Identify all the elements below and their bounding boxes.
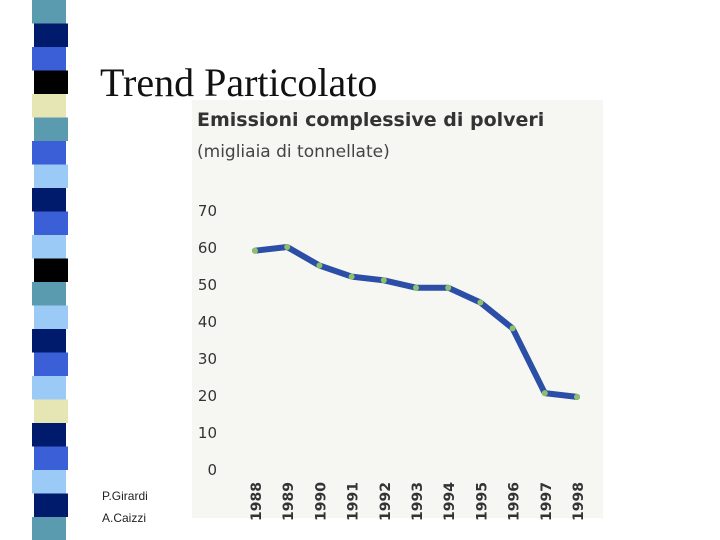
data-point [509, 325, 516, 332]
x-tick-label: 1990 [313, 482, 329, 521]
x-tick-label: 1993 [410, 482, 426, 521]
y-tick-label: 50 [198, 276, 217, 294]
plot: 0 10 20 30 40 50 60 70 1988 1989 1990 1991 1992 1993 1… [198, 202, 587, 521]
data-point [252, 247, 258, 254]
decor-block [32, 47, 66, 71]
x-tick-label: 1994 [442, 482, 458, 521]
x-tick-label: 1996 [507, 482, 523, 521]
decor-block [34, 352, 68, 376]
decor-block [34, 117, 68, 141]
y-tick-label: 60 [198, 239, 217, 257]
decor-block [32, 94, 66, 118]
decor-block [32, 188, 66, 212]
chart-panel [192, 100, 603, 518]
chart-title: Emissioni complessive di polveri [197, 109, 544, 131]
x-tick-label: 1997 [539, 482, 555, 521]
decor-block [34, 493, 68, 517]
decor-block [34, 446, 68, 470]
decor-block [32, 0, 66, 24]
decor-block [34, 399, 68, 423]
data-point [316, 262, 323, 269]
decor-block [32, 470, 66, 494]
decor-block [32, 517, 66, 540]
x-tick-label: 1998 [571, 482, 587, 521]
author: P.Girardi [102, 489, 148, 503]
decor-block [34, 258, 68, 282]
x-tick-label: 1991 [346, 482, 362, 521]
decor-block [34, 23, 68, 47]
chart-subtitle: (migliaia di tonnellate) [197, 142, 390, 162]
decor-stripes [32, 0, 68, 540]
decor-block [32, 235, 66, 259]
y-tick-label: 70 [198, 202, 217, 220]
decor-block [32, 141, 66, 165]
data-point [413, 284, 419, 291]
data-point [574, 393, 580, 400]
data-point [284, 244, 291, 250]
decor-block [32, 376, 66, 400]
decor-block [32, 282, 66, 306]
decor-block [34, 70, 68, 94]
data-point [477, 299, 484, 306]
slide-title: Trend Particolato [100, 60, 377, 105]
data-point [348, 273, 355, 280]
decor-block [32, 329, 66, 353]
decor-block [34, 211, 68, 235]
x-tick-label: 1989 [281, 482, 297, 521]
y-tick-label: 30 [198, 350, 217, 368]
y-tick-label: 0 [207, 461, 217, 479]
decor-block [32, 423, 66, 447]
y-tick-label: 40 [198, 313, 217, 331]
y-tick-label: 10 [198, 424, 217, 442]
data-point [541, 390, 548, 397]
decor-block [34, 164, 68, 188]
data-point [380, 277, 387, 284]
x-tick-label: 1992 [378, 482, 394, 521]
decor-block [34, 305, 68, 329]
x-tick-label: 1988 [249, 482, 265, 521]
author: A.Caizzi [102, 511, 146, 525]
data-point [445, 284, 452, 291]
x-tick-label: 1995 [474, 482, 490, 521]
y-tick-label: 20 [198, 387, 217, 405]
